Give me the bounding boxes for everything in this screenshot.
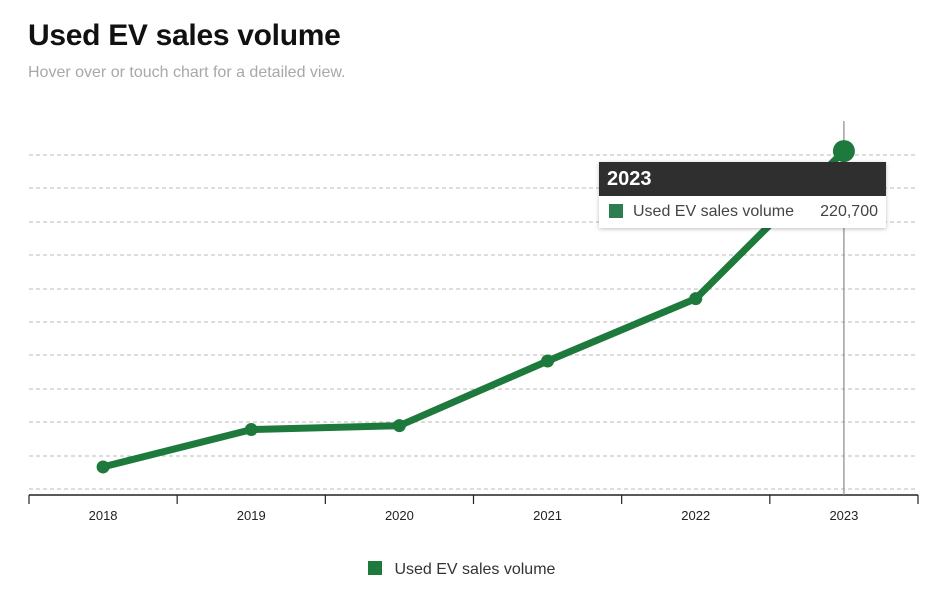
tooltip-value: 220,700 [820, 203, 878, 220]
chart-tooltip: 2023 Used EV sales volume 220,700 [599, 162, 886, 228]
x-tick-label-2019: 2019 [237, 508, 266, 523]
data-point-2023 [832, 140, 855, 163]
tooltip-series-swatch [609, 204, 623, 218]
tooltip-title: 2023 [599, 162, 886, 196]
tooltip-row: Used EV sales volume 220,700 [599, 196, 886, 228]
tooltip-series-label: Used EV sales volume [633, 203, 794, 220]
data-point-2022 [689, 292, 703, 306]
data-point-2018 [96, 460, 110, 474]
chart-subtitle: Hover over or touch chart for a detailed… [28, 64, 346, 81]
x-tick-label-2023: 2023 [829, 508, 858, 523]
data-point-2021 [541, 354, 555, 368]
series-line [99, 147, 848, 471]
x-tick-label-2020: 2020 [385, 508, 414, 523]
chart-legend[interactable]: Used EV sales volume [368, 561, 555, 581]
chart-title: Used EV sales volume [28, 19, 341, 52]
legend-swatch[interactable] [368, 561, 382, 575]
legend-label[interactable]: Used EV sales volume [394, 561, 556, 578]
x-tick-label-2018: 2018 [89, 508, 118, 523]
x-tick-label-2022: 2022 [681, 508, 710, 523]
x-tick-label-2021: 2021 [533, 508, 562, 523]
data-point-2020 [392, 419, 406, 433]
data-point-2019 [244, 423, 258, 437]
